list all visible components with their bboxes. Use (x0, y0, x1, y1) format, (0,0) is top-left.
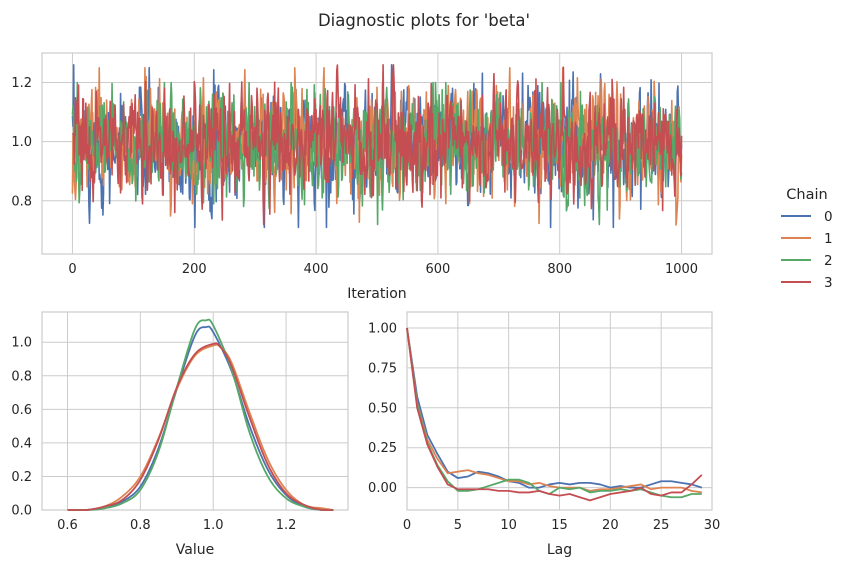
density-xtick-label: 1.2 (276, 518, 297, 533)
density-line-chain-3 (67, 342, 334, 511)
trace-ytick-label: 1.0 (11, 135, 32, 150)
acf-ytick-label: 0.50 (368, 401, 397, 416)
legend-label-chain-0: 0 (824, 209, 833, 225)
acf-xtick-label: 10 (500, 518, 517, 533)
trace-xtick-label: 1000 (665, 262, 698, 277)
density-ytick-label: 0.4 (11, 436, 32, 451)
trace-xlabel: Iteration (347, 286, 406, 302)
density-xlabel: Value (176, 542, 214, 558)
acf-line-chain-3 (406, 327, 703, 502)
density-ytick-label: 1.0 (11, 336, 32, 351)
trace-lines (71, 64, 683, 229)
trace-line-chain-3 (71, 64, 683, 226)
density-xtick-label: 0.8 (130, 518, 151, 533)
legend-label-chain-3: 3 (824, 275, 833, 291)
density-line-chain-2 (67, 318, 334, 511)
trace-ytick-label: 1.2 (11, 76, 32, 91)
chain-legend: Chain 0 1 2 3 (781, 187, 833, 291)
acf-xtick-label: 30 (704, 518, 721, 533)
acf-line-chain-1 (406, 327, 702, 494)
acf-frame (406, 311, 713, 511)
acf-xtick-label: 25 (653, 518, 670, 533)
trace-xtick-label: 800 (547, 262, 572, 277)
trace-ytick-label: 0.8 (11, 194, 32, 209)
density-ytick-label: 0.2 (11, 470, 32, 485)
density-ytick-label: 0.6 (11, 403, 32, 418)
acf-ytick-label: 1.00 (368, 321, 397, 336)
density-line-chain-1 (67, 343, 334, 511)
trace-xtick-label: 0 (68, 262, 76, 277)
autocorrelation-panel: 0 5 10 15 20 25 30 0.00 0.25 0.50 0.75 1.00 Lag (368, 311, 721, 558)
density-line-chain-0 (67, 325, 334, 511)
acf-xtick-label: 5 (454, 518, 462, 533)
figure-title: Diagnostic plots for 'beta' (318, 11, 530, 30)
acf-xtick-label: 20 (602, 518, 619, 533)
density-ytick-label: 0.0 (11, 504, 32, 519)
density-xtick-label: 1.0 (203, 518, 224, 533)
acf-xtick-label: 0 (403, 518, 411, 533)
density-ytick-label: 0.8 (11, 369, 32, 384)
acf-ytick-label: 0.00 (368, 481, 397, 496)
acf-xlabel: Lag (547, 542, 572, 558)
legend-label-chain-1: 1 (824, 231, 833, 247)
trace-panel: 0 200 400 600 800 1000 0.8 1.0 1.2 Iteration (11, 52, 713, 302)
trace-frame (41, 52, 713, 255)
acf-ytick-label: 0.75 (368, 361, 397, 376)
acf-ytick-label: 0.25 (368, 441, 397, 456)
density-panel: 0.6 0.8 1.0 1.2 0.0 0.2 0.4 0.6 0.8 1.0 Value (11, 311, 349, 558)
legend-label-chain-2: 2 (824, 253, 833, 269)
legend-title: Chain (786, 187, 827, 203)
trace-xtick-label: 400 (304, 262, 329, 277)
trace-xtick-label: 600 (425, 262, 450, 277)
trace-xtick-label: 200 (182, 262, 207, 277)
acf-line-chain-0 (406, 327, 703, 489)
acf-xtick-label: 15 (551, 518, 568, 533)
density-xtick-label: 0.6 (57, 518, 78, 533)
density-frame (41, 311, 349, 511)
